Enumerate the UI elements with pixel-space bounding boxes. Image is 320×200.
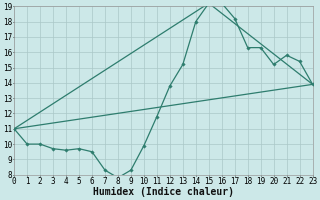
X-axis label: Humidex (Indice chaleur): Humidex (Indice chaleur): [93, 187, 234, 197]
